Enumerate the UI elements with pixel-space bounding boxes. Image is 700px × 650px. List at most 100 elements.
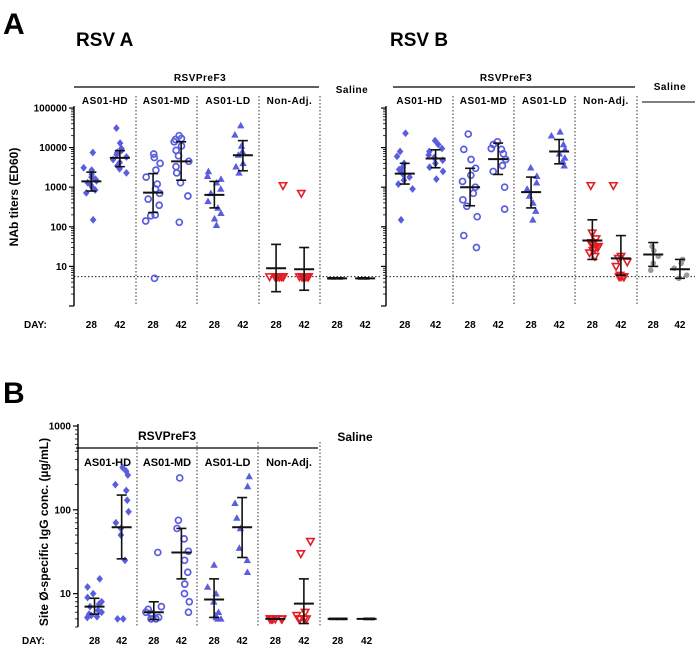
x-day-label: 28 [332,636,344,647]
day-prefix-rsv-a: DAY: [24,320,47,331]
data-point [204,167,213,175]
data-point [277,181,289,191]
data-point [174,516,183,525]
data-point [500,205,509,213]
data-point [80,163,87,172]
series-AS01-LD-day-42 [231,121,253,176]
data-point [525,192,534,199]
data-point [217,209,225,217]
data-point [112,480,119,489]
data-point [98,597,105,606]
data-point [85,610,93,619]
data-point [122,486,130,495]
data-point [183,568,192,577]
x-day-label: 42 [493,320,505,331]
data-point [114,614,121,623]
series-Non-Adj.-day-28 [264,615,288,625]
x-day-label: 42 [237,320,249,331]
data-point [175,474,184,482]
data-point [156,159,164,168]
data-point [305,537,316,547]
data-point [556,128,564,135]
data-point [647,267,654,274]
data-point [425,151,432,159]
x-day-label: 28 [86,320,98,331]
bracket-label-rsv-b: RSVPreF3 [480,73,532,84]
data-point [82,188,90,197]
series-saline-day-28 [643,241,664,274]
group-label: Non-Adj. [583,96,629,107]
x-day-label: 28 [209,320,221,331]
x-day-label: 42 [176,636,188,647]
data-point [150,153,159,162]
data-point [235,544,244,551]
data-point [532,207,540,214]
x-day-label: 28 [89,636,101,647]
data-point [464,130,473,138]
data-point [112,518,120,527]
data-point [172,162,180,171]
x-day-label: 42 [554,320,566,331]
panel-b-letter: B [3,377,25,410]
data-point [459,231,468,240]
data-point [533,172,541,179]
data-point [243,568,252,576]
data-point [431,136,439,145]
data-point [232,162,240,170]
data-point [489,167,498,176]
y-tick-label: 100 [54,505,71,516]
x-day-label: 28 [270,636,282,647]
group-label: AS01-HD [84,457,131,469]
chart-rsv-a: RSV A RSVPreF3 Saline NAb titers (ED60) … [7,30,381,331]
series-Non-Adj.-day-28 [264,181,289,293]
x-day-label: 42 [114,320,126,331]
day-prefix-site-igg: DAY: [22,636,45,647]
data-point [231,131,239,138]
data-point [560,161,568,169]
series-AS01-HD-day-42 [111,463,132,623]
data-point [116,139,124,147]
data-point [94,606,102,615]
group-label: AS01-LD [522,96,567,107]
group-label: Non-Adj. [267,96,313,107]
y-tick-label: 10000 [39,143,67,154]
x-day-label: 28 [209,636,221,647]
y-tick-label: 10 [56,262,68,273]
data-point [123,496,131,505]
group-label: AS01-LD [205,96,250,107]
data-point [96,574,104,583]
x-day-label: 42 [299,320,311,331]
data-point [180,556,189,565]
data-point [396,147,404,156]
data-point [472,243,481,252]
x-day-label: 28 [399,320,411,331]
data-point [180,589,189,598]
y-tick-label: 10 [60,589,72,600]
data-point [584,249,595,259]
data-point [439,167,447,176]
y-tick-label: 100 [50,222,67,233]
data-point [235,169,243,176]
data-point [438,144,446,153]
panel-a-letter: A [3,8,25,41]
series-AS01-MD-day-42 [487,137,510,213]
data-point [523,185,531,192]
data-point [683,272,690,278]
data-point [558,157,567,165]
data-point [649,243,655,250]
y-axis-label-site-igg: Site Ø-specific IgG conc. (µg/mL) [37,438,51,626]
y-tick-label: 1000 [49,422,72,433]
data-point [84,593,91,602]
series-AS01-HD-day-42 [425,136,447,184]
data-point [622,258,633,268]
data-point [243,482,252,490]
data-point [561,154,569,161]
data-point [171,135,180,144]
data-point [459,195,467,204]
series-AS01-LD-day-28 [521,163,542,223]
data-point [608,181,619,191]
data-point [144,195,153,203]
data-point [526,163,535,171]
data-point [409,185,416,193]
